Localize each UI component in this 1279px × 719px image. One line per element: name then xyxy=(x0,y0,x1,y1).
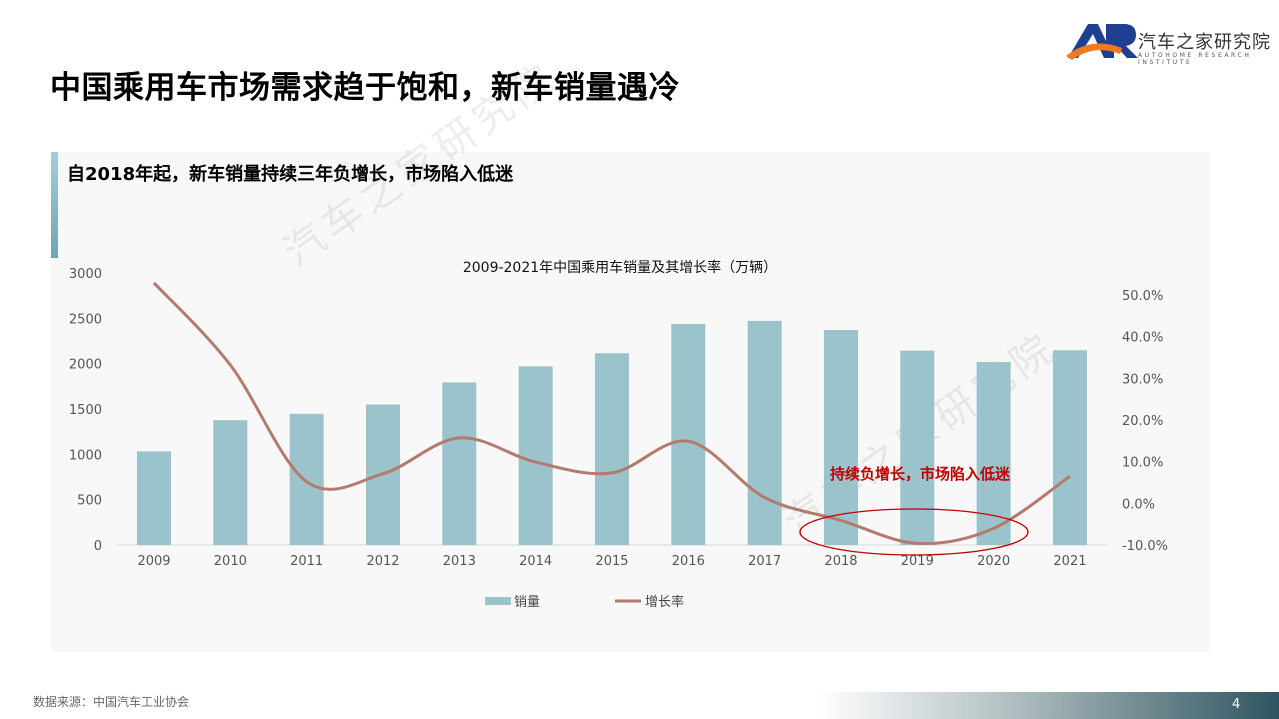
x-axis-tick: 2020 xyxy=(977,554,1010,569)
logo-name-en: AUTOHOME RESEARCH INSTITUTE xyxy=(1138,52,1252,66)
legend-label-growth: 增长率 xyxy=(645,594,684,610)
x-axis-tick: 2009 xyxy=(137,554,170,569)
bar-2017 xyxy=(747,320,782,545)
x-axis-tick: 2018 xyxy=(824,554,857,569)
annotation-ellipse xyxy=(799,508,1029,556)
legend-swatch-sales xyxy=(485,597,511,605)
page-title: 中国乘用车市场需求趋于饱和，新车销量遇冷 xyxy=(50,70,680,106)
bar-2016 xyxy=(671,323,706,545)
right-axis-tick: 30.0% xyxy=(1122,372,1163,387)
logo-mark xyxy=(1066,24,1138,60)
bar-2014 xyxy=(518,366,553,545)
legend-label-sales: 销量 xyxy=(514,595,540,610)
growth-rate-line xyxy=(152,281,1071,546)
x-axis-tick: 2014 xyxy=(519,554,552,569)
x-axis-tick: 2021 xyxy=(1053,554,1086,569)
footer-bar xyxy=(818,692,1279,719)
logo-name-cn: 汽车之家研究院 xyxy=(1138,32,1271,53)
bar-2010 xyxy=(213,420,248,545)
right-axis-tick: 20.0% xyxy=(1122,414,1163,429)
x-axis-tick: 2015 xyxy=(595,554,628,569)
right-axis-tick: 10.0% xyxy=(1122,456,1163,471)
chart-title: 2009-2021年中国乘用车销量及其增长率（万辆） xyxy=(463,259,777,276)
page-number: 4 xyxy=(1232,697,1241,712)
x-axis-tick: 2019 xyxy=(901,554,934,569)
right-axis-tick: 0.0% xyxy=(1122,497,1155,512)
left-axis-tick: 3000 xyxy=(69,267,102,282)
left-axis-tick: 1500 xyxy=(69,403,102,418)
left-axis-tick: 2000 xyxy=(69,358,102,373)
left-axis-tick: 500 xyxy=(77,494,102,509)
right-axis-tick: 50.0% xyxy=(1122,289,1163,304)
left-axis-tick: 1000 xyxy=(69,448,102,463)
bar-2015 xyxy=(594,353,629,545)
bar-2009 xyxy=(137,451,171,545)
bar-2020 xyxy=(976,362,1011,545)
x-axis-tick: 2012 xyxy=(366,554,399,569)
left-axis-tick: 2500 xyxy=(69,312,102,327)
annotation-text: 持续负增长，市场陷入低迷 xyxy=(830,465,1011,483)
x-axis-tick: 2017 xyxy=(748,554,781,569)
chart-panel xyxy=(51,152,1210,652)
right-axis-tick: -10.0% xyxy=(1122,539,1168,554)
x-axis-tick: 2011 xyxy=(290,554,323,569)
bar-2018 xyxy=(823,330,858,545)
x-axis-tick: 2010 xyxy=(214,554,247,569)
bar-2013 xyxy=(442,382,477,545)
panel-accent-bar xyxy=(51,152,58,258)
panel-subtitle: 自2018年起，新车销量持续三年负增长，市场陷入低迷 xyxy=(67,164,514,185)
right-axis-tick: 40.0% xyxy=(1122,331,1163,346)
bar-2011 xyxy=(289,413,324,545)
bar-2019 xyxy=(900,350,935,545)
x-axis-tick: 2013 xyxy=(443,554,476,569)
data-source: 数据来源：中国汽车工业协会 xyxy=(33,695,190,709)
x-axis-tick: 2016 xyxy=(672,554,705,569)
left-axis-tick: 0 xyxy=(94,539,102,554)
bar-2021 xyxy=(1052,350,1087,545)
